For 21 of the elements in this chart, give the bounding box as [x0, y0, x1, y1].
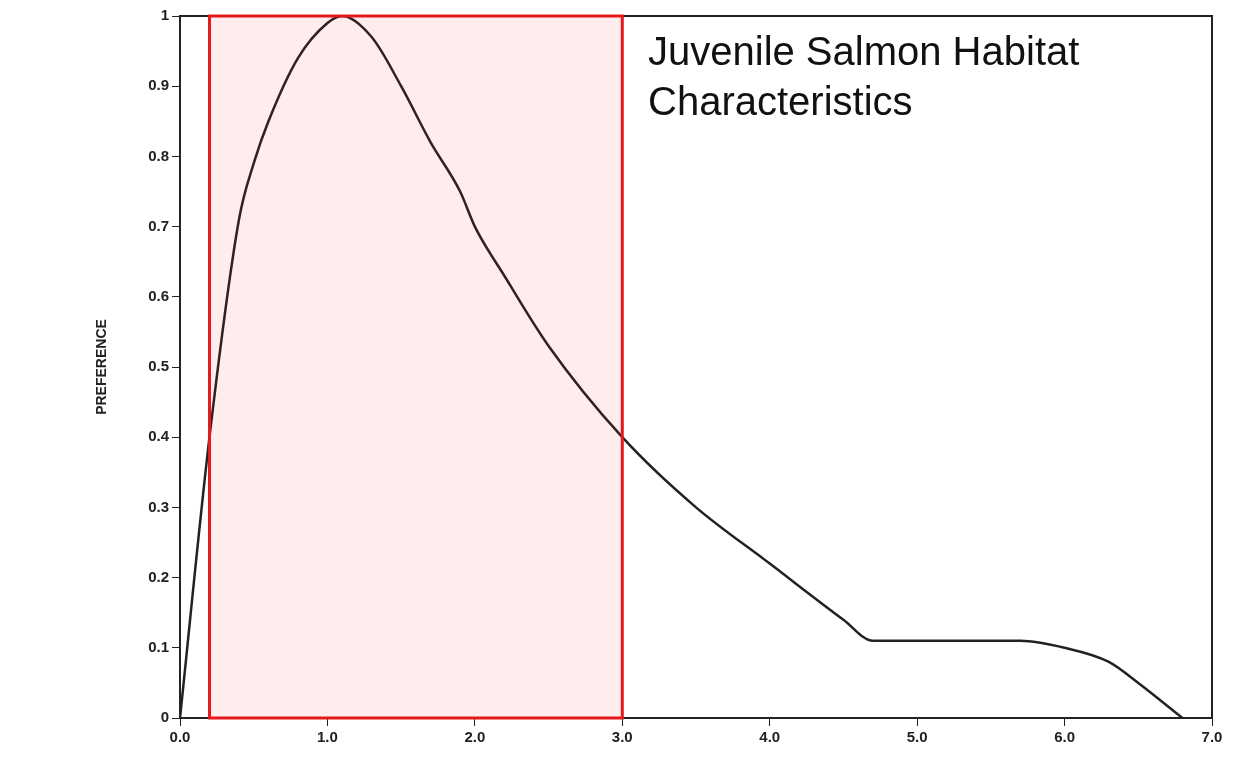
- x-tick-label: 6.0: [1054, 728, 1075, 746]
- y-tick-label: 0.6: [148, 286, 169, 304]
- x-tick-label: 0.0: [169, 728, 191, 746]
- y-tick-label: 0: [160, 708, 169, 726]
- y-tick-label: 0.1: [148, 637, 169, 655]
- y-tick-label: 1: [160, 6, 169, 24]
- x-tick-label: 7.0: [1201, 728, 1223, 746]
- y-tick-label: 0.7: [148, 216, 169, 234]
- x-tick-label: 2.0: [464, 728, 486, 746]
- y-tick-label: 0.9: [148, 76, 169, 94]
- y-axis-title: PREFERENCE: [93, 319, 110, 415]
- text: Juvenile Salmon Habitat Characteristics: [648, 29, 1080, 124]
- y-tick-label: 0.2: [148, 567, 169, 585]
- y-tick-label: 0.8: [148, 146, 169, 164]
- y-tick-label: 0.5: [148, 357, 169, 375]
- x-tick-label: 3.0: [611, 728, 633, 746]
- x-tick-label: 4.0: [759, 728, 781, 746]
- y-tick-label: 0.3: [148, 497, 169, 515]
- y-tick-label: 0.4: [148, 427, 170, 445]
- x-tick-label: 5.0: [906, 728, 928, 746]
- x-tick-label: 1.0: [317, 728, 338, 746]
